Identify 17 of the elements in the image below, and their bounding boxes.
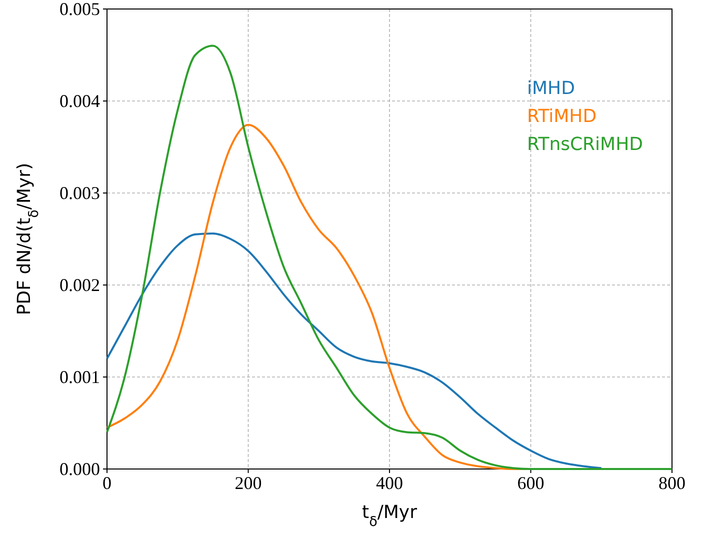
x-axis-title: t$_{δ}$/Myr (362, 502, 418, 530)
y-tick-label: 0.000 (60, 458, 100, 479)
x-tick-label: 400 (376, 472, 403, 493)
x-tick-label: 800 (658, 472, 686, 493)
line-series (106, 232, 602, 470)
x-tick-label: 600 (517, 472, 544, 493)
text: RTiMHD (527, 106, 597, 127)
y-tick-label: 0.003 (60, 182, 100, 203)
line-series (106, 44, 673, 470)
y-tick-label: 0.001 (60, 366, 100, 387)
y-tick-label: 0.002 (60, 274, 100, 295)
x-tick-label: 0 (102, 472, 112, 493)
text: iMHD (527, 78, 575, 99)
x-tick-label: 200 (234, 472, 262, 493)
y-tick-label: 0.005 (60, 0, 100, 19)
text: RTnsCRiMHD (527, 134, 643, 155)
y-tick-label: 0.004 (60, 90, 100, 111)
